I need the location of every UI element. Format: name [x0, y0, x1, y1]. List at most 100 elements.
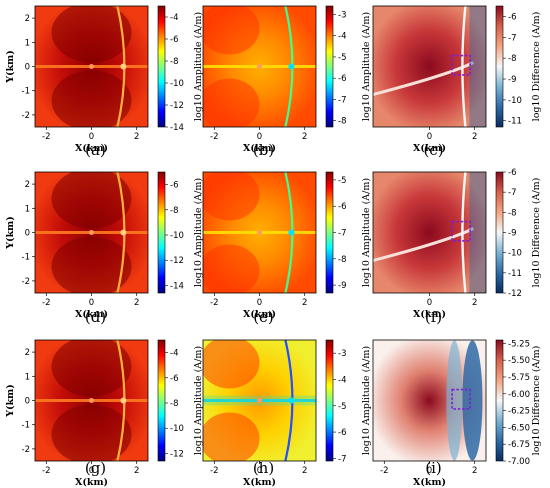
colorbar-tick-label: -9 [508, 75, 516, 85]
colorbar-tick-label: -7 [338, 454, 346, 464]
x-tick-label: 0 [427, 466, 432, 476]
panel-label: (f) [425, 308, 442, 326]
colorbar-tick-label: -6 [338, 202, 346, 212]
panel-e: -2 0 2 X(km) -5 -6 -7 -8 -9 log10 Amplitude (A/m)… [202, 171, 372, 326]
panel-label: (b) [253, 141, 274, 159]
field-lobe [203, 172, 260, 221]
colorbar [495, 339, 504, 462]
panel-label: (g) [85, 459, 106, 477]
x-axis-label: X(km) [75, 143, 108, 154]
y-tick-label: -2 [22, 277, 30, 287]
colorbar-tick-label: -6 [338, 428, 346, 438]
colorbar-tick-label: -10 [508, 96, 522, 106]
x-tick-label: 0 [89, 298, 94, 308]
field-background [373, 172, 486, 293]
colorbar-tick-label: -3 [338, 349, 346, 359]
colorbar [495, 171, 504, 294]
colorbar-tick-label: -12 [170, 101, 184, 111]
x-tick-label: -2 [42, 466, 50, 476]
panel-label: (d) [85, 308, 106, 326]
y-tick-label: 0 [25, 397, 30, 407]
field-lobe [51, 236, 132, 293]
panel-b: -2 0 2 X(km) -3 -4 -5 -6 -7 -8 log10 Amplitude (A/… [202, 5, 372, 159]
panel-c: 0 2 X(km) -6 -7 -8 -9 -10 -11 log10 Difference (A… [372, 5, 542, 159]
x-tick-label: 2 [302, 298, 307, 308]
y-tick-label: -1 [22, 87, 30, 97]
panel-label: (e) [253, 308, 274, 326]
colorbar-tick-label: -7 [338, 95, 346, 105]
colorbar-tick-label: -6.00 [508, 390, 530, 400]
colorbar-tick-label: -6 [508, 12, 516, 22]
colorbar-tick-label: -5 [338, 176, 346, 186]
y-axis-label: Y(km) [5, 50, 16, 83]
source-marker [89, 230, 94, 235]
colorbar-tick-label: -7.00 [508, 457, 530, 467]
y-tick-label: 2 [25, 180, 30, 190]
colorbar-tick-label: -7 [508, 188, 516, 198]
x-tick-label: 0 [427, 298, 432, 308]
colorbar-label: log10 Difference (A/m) [531, 12, 542, 122]
colorbar-tick-label: -8 [338, 117, 346, 127]
colorbar-tick-label: -6.50 [508, 423, 530, 433]
x-tick-label: 2 [302, 466, 307, 476]
field-lobe [203, 412, 260, 461]
x-tick-label: -2 [380, 466, 388, 476]
x-tick-label: 0 [89, 466, 94, 476]
heatmap-field [203, 6, 316, 127]
colorbar-tick-label: -14 [170, 123, 184, 133]
colorbar-tick-label: -6 [170, 35, 178, 45]
heatmap-field [203, 172, 316, 293]
colorbar-tick-label: -12 [508, 289, 522, 299]
colorbar-tick-label: -12 [170, 256, 184, 266]
y-tick-label: -1 [22, 253, 30, 263]
panel-g: -2 0 2 2 1 0 -1 -2 X(km) Y(km) -4 -6 -8 -10 -12 log10 A… [5, 339, 204, 488]
x-tick-label: 2 [302, 132, 307, 142]
colorbar-tick-label: -5 [338, 53, 346, 63]
x-axis-label: X(km) [243, 477, 276, 488]
colorbar [325, 339, 334, 462]
difference-contour [461, 172, 467, 293]
heatmap-field [373, 172, 486, 293]
colorbar-tick-label: -7 [338, 229, 346, 239]
colorbar [157, 5, 166, 128]
colorbar-tick-label: -6 [170, 181, 178, 191]
y-axis-label: Y(km) [5, 216, 16, 249]
colorbar-label: log10 Amplitude (A/m) [361, 12, 372, 121]
colorbar [157, 171, 166, 294]
colorbar-tick-label: -11 [508, 117, 522, 127]
colorbar-tick-label: -11 [508, 269, 522, 279]
colorbar-tick-label: -5.50 [508, 356, 530, 366]
target-box [451, 220, 471, 242]
colorbar-tick-label: -10 [508, 249, 522, 259]
x-tick-label: -2 [42, 298, 50, 308]
panel-i: -2 0 2 X(km) -5.25 -5.50 -5.75 -6.00 -6.25 -6.50 -… [372, 339, 542, 488]
anomaly-marker [120, 397, 127, 404]
colorbar-label: log10 Amplitude (A/m) [361, 178, 372, 287]
panel-label: (c) [423, 141, 443, 159]
colorbar-tick-label: -8 [170, 57, 178, 67]
y-tick-label: 1 [25, 38, 30, 48]
colorbar-tick-label: -8 [508, 54, 516, 64]
heatmap-field [373, 340, 486, 461]
anomaly-marker [288, 229, 295, 236]
field-lobe [203, 6, 260, 55]
heatmap-field [35, 340, 148, 461]
heatmap-field [35, 172, 148, 293]
field-lobe [51, 404, 132, 461]
colorbar-tick-label: -6 [170, 374, 178, 384]
colorbar-tick-label: -10 [170, 424, 184, 434]
field-lobe [51, 172, 132, 229]
colorbar-tick-label: -4 [338, 32, 346, 42]
x-tick-label: 0 [89, 132, 94, 142]
panel-label: (a) [85, 141, 106, 159]
colorbar-tick-label: -14 [170, 281, 184, 291]
anomaly-marker [120, 229, 127, 236]
colorbar-tick-label: -10 [170, 231, 184, 241]
x-axis-label: X(km) [243, 143, 276, 154]
y-tick-label: -1 [22, 421, 30, 431]
colorbar-tick-label: -8 [170, 399, 178, 409]
y-tick-label: -2 [22, 445, 30, 455]
difference-contour [373, 227, 475, 262]
x-tick-label: -2 [210, 132, 218, 142]
x-tick-label: 2 [134, 298, 139, 308]
